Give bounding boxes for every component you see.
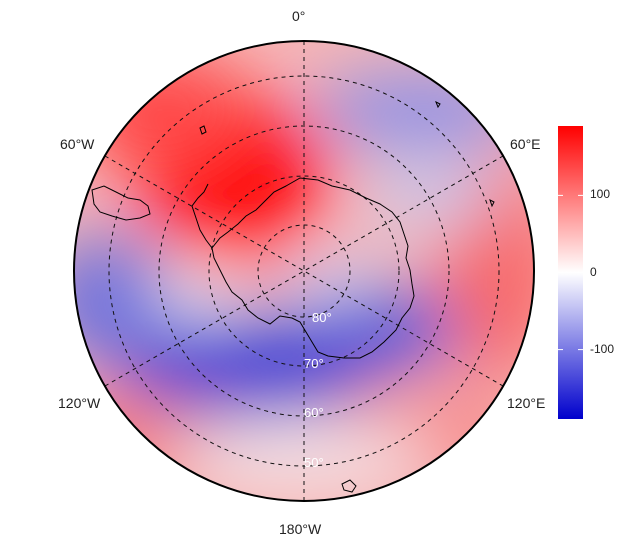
lon-label-60w: 60°W [60,136,95,152]
graticule [104,41,504,501]
lon-label-180w: 180°W [279,521,322,537]
coastline [91,100,495,493]
colorbar-label-0: 0 [590,264,597,279]
lat-label-60: 60° [304,405,324,420]
colorbar-ticks [558,194,583,351]
colorbar-label-100: 100 [590,187,611,202]
lat-label-80: 80° [312,310,332,325]
lat-label-50: 50° [304,455,324,470]
lon-label-60e: 60°E [510,136,541,152]
colorbar [558,126,583,419]
anomaly-field [74,41,534,501]
map-boundary [73,40,535,502]
lon-label-120w: 120°W [58,395,101,411]
lon-label-120e: 120°E [507,395,546,411]
lon-label-0: 0° [292,8,306,24]
lat-label-70: 70° [304,356,324,371]
colorbar-label-minus100: -100 [590,341,615,356]
